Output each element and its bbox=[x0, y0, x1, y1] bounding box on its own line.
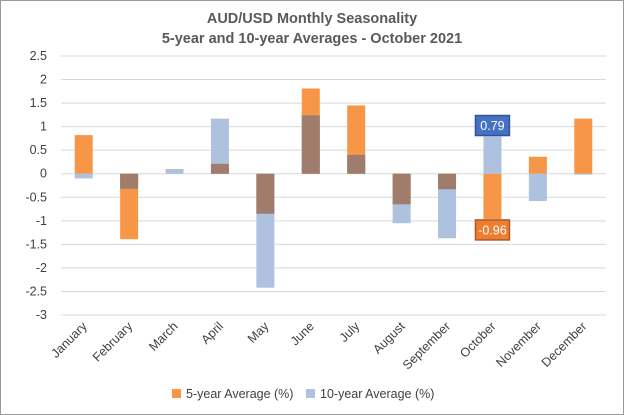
x-tick-label: September bbox=[400, 319, 453, 372]
chart-title-line-2: 5-year and 10-year Averages - October 20… bbox=[162, 31, 462, 47]
x-tick-label: February bbox=[90, 319, 136, 365]
gridlines bbox=[61, 55, 606, 316]
y-tick-label: 1 bbox=[40, 120, 47, 134]
x-tick-label: March bbox=[146, 319, 180, 353]
callout-box bbox=[474, 219, 511, 241]
bar-overlap-august bbox=[392, 173, 411, 205]
legend: 5-year Average (%) 10-year Average (%) bbox=[172, 387, 434, 401]
bar-10-year-november bbox=[528, 173, 547, 202]
x-tick-label: August bbox=[370, 319, 408, 357]
legend-label: 10-year Average (%) bbox=[320, 387, 434, 401]
bar-5-year-december bbox=[574, 118, 593, 174]
legend-swatch bbox=[172, 389, 181, 398]
bar-overlap-may bbox=[256, 173, 275, 214]
x-tick-label: July bbox=[337, 319, 363, 345]
y-tick-label: -3 bbox=[36, 308, 47, 322]
legend-label: 5-year Average (%) bbox=[186, 387, 293, 401]
x-tick-label: June bbox=[288, 319, 317, 348]
legend-swatch bbox=[306, 389, 315, 398]
bar-overlap-february bbox=[120, 173, 139, 189]
x-tick-label: November bbox=[493, 319, 544, 370]
bar-5-year-february bbox=[120, 173, 139, 240]
bar-overlap-july bbox=[347, 154, 366, 174]
x-tick-label: May bbox=[245, 319, 272, 346]
callouts: 0.79 -0.96 bbox=[474, 114, 511, 241]
x-tick-label: October bbox=[457, 319, 498, 360]
bar-10-year-december bbox=[574, 173, 593, 175]
bar-10-year-march bbox=[165, 169, 184, 174]
bar-5-year-october bbox=[483, 173, 502, 219]
y-tick-label: 1.5 bbox=[30, 96, 47, 110]
y-tick-label: 0 bbox=[40, 167, 47, 181]
bar-10-year-september bbox=[438, 173, 457, 239]
y-tick-label: -1 bbox=[36, 214, 47, 228]
x-tick-label: January bbox=[48, 319, 90, 361]
callout-label: -0.96 bbox=[478, 223, 507, 237]
callout-box bbox=[474, 114, 511, 137]
y-tick-label: -2 bbox=[36, 261, 47, 275]
y-tick-label: -2.5 bbox=[25, 284, 47, 298]
x-axis-ticks: January February March April May June July Augu… bbox=[48, 319, 589, 373]
y-tick-label: 2.5 bbox=[30, 49, 47, 63]
chart-title-line-1: AUD/USD Monthly Seasonality bbox=[207, 11, 417, 27]
bar-5-year-january bbox=[74, 135, 93, 174]
bar-overlap-april bbox=[210, 163, 229, 174]
y-tick-label: 2 bbox=[40, 73, 47, 87]
bar-10-year-april bbox=[210, 118, 229, 174]
bar-5-year-november bbox=[528, 156, 547, 174]
bar-10-year-january bbox=[74, 173, 93, 179]
plot-bars bbox=[74, 88, 593, 288]
y-tick-label: 0.5 bbox=[30, 143, 47, 157]
x-tick-label: December bbox=[539, 319, 590, 370]
y-tick-label: -1.5 bbox=[25, 237, 47, 251]
x-tick-label: April bbox=[198, 319, 226, 347]
bar-overlap-september bbox=[438, 173, 457, 190]
bar-overlap-june bbox=[301, 115, 320, 174]
y-axis-ticks: 2.5 2 1.5 1 0.5 0 -0.5 -1 -1.5 -2 -2.5 -3 bbox=[25, 49, 47, 322]
y-tick-label: -0.5 bbox=[25, 190, 47, 204]
bar-10-year-october bbox=[483, 136, 502, 174]
callout-label: 0.79 bbox=[480, 119, 504, 133]
